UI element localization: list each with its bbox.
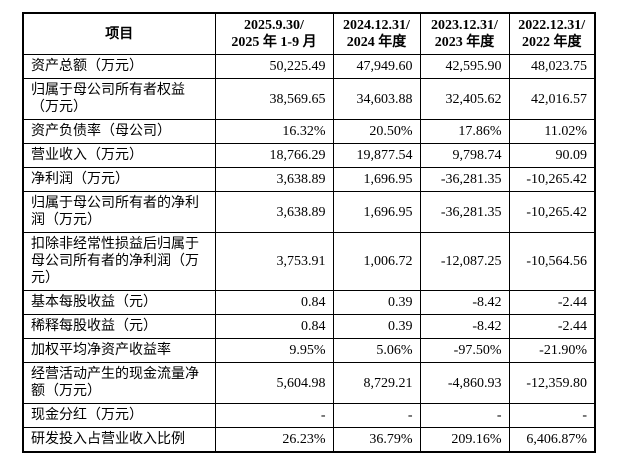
- cell-value: -10,265.42: [508, 191, 596, 233]
- cell-value: -36,281.35: [419, 167, 510, 192]
- table-row: 净利润（万元） 3,638.89 1,696.95 -36,281.35 -10,265…: [22, 167, 596, 192]
- table-row: 稀释每股收益（元） 0.84 0.39 -8.42 -2.44: [22, 314, 596, 339]
- row-label: 研发投入占营业收入比例: [22, 427, 216, 453]
- cell-value: 1,006.72: [332, 232, 421, 291]
- cell-value: -2.44: [508, 314, 596, 339]
- cell-value: 47,949.60: [332, 54, 421, 79]
- cell-value: 17.86%: [419, 119, 510, 144]
- cell-value: -97.50%: [419, 338, 510, 363]
- cell-value: 5,604.98: [214, 362, 334, 404]
- cell-value: 5.06%: [332, 338, 421, 363]
- table-row: 归属于母公司所有者权益（万元） 38,569.65 34,603.88 32,405.…: [22, 78, 596, 120]
- row-label: 稀释每股收益（元）: [22, 314, 216, 339]
- cell-value: 209.16%: [419, 427, 510, 453]
- cell-value: -: [508, 403, 596, 428]
- cell-value: 34,603.88: [332, 78, 421, 120]
- table-row: 加权平均净资产收益率 9.95% 5.06% -97.50% -21.90%: [22, 338, 596, 363]
- table-row: 营业收入（万元） 18,766.29 19,877.54 9,798.74 90.09: [22, 143, 596, 168]
- table-row: 研发投入占营业收入比例 26.23% 36.79% 209.16% 6,406.87%: [22, 427, 596, 453]
- row-label: 经营活动产生的现金流量净额（万元）: [22, 362, 216, 404]
- cell-value: 26.23%: [214, 427, 334, 453]
- cell-value: -8.42: [419, 290, 510, 315]
- cell-value: 48,023.75: [508, 54, 596, 79]
- cell-value: 0.39: [332, 314, 421, 339]
- row-label: 营业收入（万元）: [22, 143, 216, 168]
- cell-value: 90.09: [508, 143, 596, 168]
- cell-value: 38,569.65: [214, 78, 334, 120]
- period-column-header: 2023.12.31/2023 年度: [419, 12, 510, 55]
- cell-value: -8.42: [419, 314, 510, 339]
- table-row: 基本每股收益（元） 0.84 0.39 -8.42 -2.44: [22, 290, 596, 315]
- cell-value: 1,696.95: [332, 167, 421, 192]
- row-label: 现金分红（万元）: [22, 403, 216, 428]
- cell-value: 9.95%: [214, 338, 334, 363]
- row-label: 资产负债率（母公司）: [22, 119, 216, 144]
- cell-value: -10,564.56: [508, 232, 596, 291]
- cell-value: 8,729.21: [332, 362, 421, 404]
- table-container: 项目 2025.9.30/2025 年 1-9 月 2024.12.31/2024 …: [22, 12, 621, 453]
- table-row: 经营活动产生的现金流量净额（万元） 5,604.98 8,729.21 -4,860.…: [22, 362, 596, 404]
- row-label: 扣除非经常性损益后归属于母公司所有者的净利润（万元）: [22, 232, 216, 291]
- cell-value: 3,638.89: [214, 191, 334, 233]
- table-row: 归属于母公司所有者的净利润（万元） 3,638.89 1,696.95 -36,281…: [22, 191, 596, 233]
- cell-value: -: [419, 403, 510, 428]
- cell-value: 42,016.57: [508, 78, 596, 120]
- table-row: 扣除非经常性损益后归属于母公司所有者的净利润（万元） 3,753.91 1,006.…: [22, 232, 596, 291]
- cell-value: 32,405.62: [419, 78, 510, 120]
- financial-summary-table: 项目 2025.9.30/2025 年 1-9 月 2024.12.31/2024 …: [22, 12, 596, 453]
- row-label: 归属于母公司所有者权益（万元）: [22, 78, 216, 120]
- cell-value: 0.84: [214, 290, 334, 315]
- table-body: 资产总额（万元） 50,225.49 47,949.60 42,595.90 48,02…: [22, 54, 596, 453]
- cell-value: 9,798.74: [419, 143, 510, 168]
- period-column-header: 2024.12.31/2024 年度: [332, 12, 421, 55]
- cell-value: 36.79%: [332, 427, 421, 453]
- cell-value: -4,860.93: [419, 362, 510, 404]
- cell-value: -10,265.42: [508, 167, 596, 192]
- cell-value: -36,281.35: [419, 191, 510, 233]
- cell-value: 0.39: [332, 290, 421, 315]
- table-row: 现金分红（万元） - - - -: [22, 403, 596, 428]
- header-row: 项目 2025.9.30/2025 年 1-9 月 2024.12.31/2024 …: [22, 12, 596, 55]
- table-row: 资产总额（万元） 50,225.49 47,949.60 42,595.90 48,02…: [22, 54, 596, 79]
- table-row: 资产负债率（母公司） 16.32% 20.50% 17.86% 11.02%: [22, 119, 596, 144]
- cell-value: -12,359.80: [508, 362, 596, 404]
- cell-value: 16.32%: [214, 119, 334, 144]
- cell-value: -: [214, 403, 334, 428]
- cell-value: 50,225.49: [214, 54, 334, 79]
- cell-value: 6,406.87%: [508, 427, 596, 453]
- cell-value: -12,087.25: [419, 232, 510, 291]
- period-column-header: 2025.9.30/2025 年 1-9 月: [214, 12, 334, 55]
- period-column-header: 2022.12.31/2022 年度: [508, 12, 596, 55]
- row-label: 加权平均净资产收益率: [22, 338, 216, 363]
- cell-value: 3,753.91: [214, 232, 334, 291]
- row-label: 净利润（万元）: [22, 167, 216, 192]
- cell-value: 1,696.95: [332, 191, 421, 233]
- cell-value: 0.84: [214, 314, 334, 339]
- cell-value: 19,877.54: [332, 143, 421, 168]
- cell-value: -21.90%: [508, 338, 596, 363]
- cell-value: 42,595.90: [419, 54, 510, 79]
- item-column-header: 项目: [22, 12, 216, 55]
- row-label: 归属于母公司所有者的净利润（万元）: [22, 191, 216, 233]
- row-label: 基本每股收益（元）: [22, 290, 216, 315]
- cell-value: 18,766.29: [214, 143, 334, 168]
- row-label: 资产总额（万元）: [22, 54, 216, 79]
- cell-value: -: [332, 403, 421, 428]
- cell-value: 20.50%: [332, 119, 421, 144]
- cell-value: 11.02%: [508, 119, 596, 144]
- cell-value: 3,638.89: [214, 167, 334, 192]
- cell-value: -2.44: [508, 290, 596, 315]
